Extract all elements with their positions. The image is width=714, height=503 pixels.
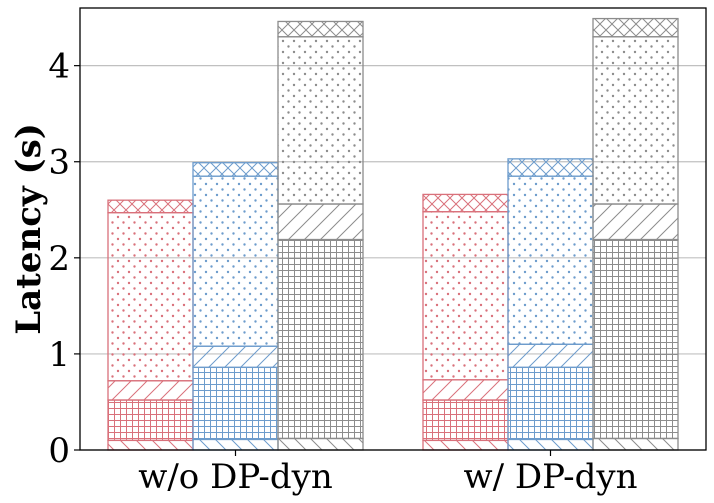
bar-segment [592, 36, 679, 205]
y-tick-label: 1 [48, 335, 70, 375]
bar-segment [507, 366, 594, 441]
bar-segment [592, 17, 679, 38]
bar-segment [507, 175, 594, 345]
bar-segment [277, 437, 364, 451]
bar-segment [422, 379, 509, 401]
bar-segment [107, 439, 194, 451]
y-tick-label: 0 [48, 431, 70, 471]
bar-segment [277, 36, 364, 205]
bar-segment [192, 345, 279, 369]
bar-segment [507, 438, 594, 451]
bar-segment [107, 199, 194, 214]
bar-segment [592, 203, 679, 241]
bar-segment [192, 438, 279, 451]
bar-segment [422, 399, 509, 442]
plot-frame [79, 7, 707, 451]
bar-segment [507, 158, 594, 177]
bar-segment [107, 399, 194, 442]
bar-segment [422, 439, 509, 451]
bar-segment [107, 212, 194, 382]
bar-segment [192, 175, 279, 347]
bar-segment [422, 193, 509, 213]
x-tick-label: w/ DP-dyn [463, 457, 637, 497]
bar-segment [192, 162, 279, 177]
bar-segment [507, 343, 594, 369]
bar-segment [192, 366, 279, 441]
x-tick-label: w/o DP-dyn [138, 457, 332, 497]
y-tick-label: 3 [48, 143, 70, 183]
bar-segment [422, 211, 509, 381]
bar-segment [592, 238, 679, 440]
y-tick-label: 4 [48, 47, 70, 87]
x-axis-ticks: w/o DP-dyn w/ DP-dyn [138, 450, 638, 497]
bars [107, 17, 679, 451]
y-tick-label: 2 [48, 239, 70, 279]
bar-segment [277, 203, 364, 241]
bar-segment [277, 238, 364, 440]
y-axis-label: Latency (s) [9, 123, 49, 335]
bar-segment [107, 380, 194, 401]
bar-segment [592, 437, 679, 451]
bar-segment [277, 20, 364, 38]
y-axis-ticks: 0 1 2 3 4 [48, 47, 80, 471]
